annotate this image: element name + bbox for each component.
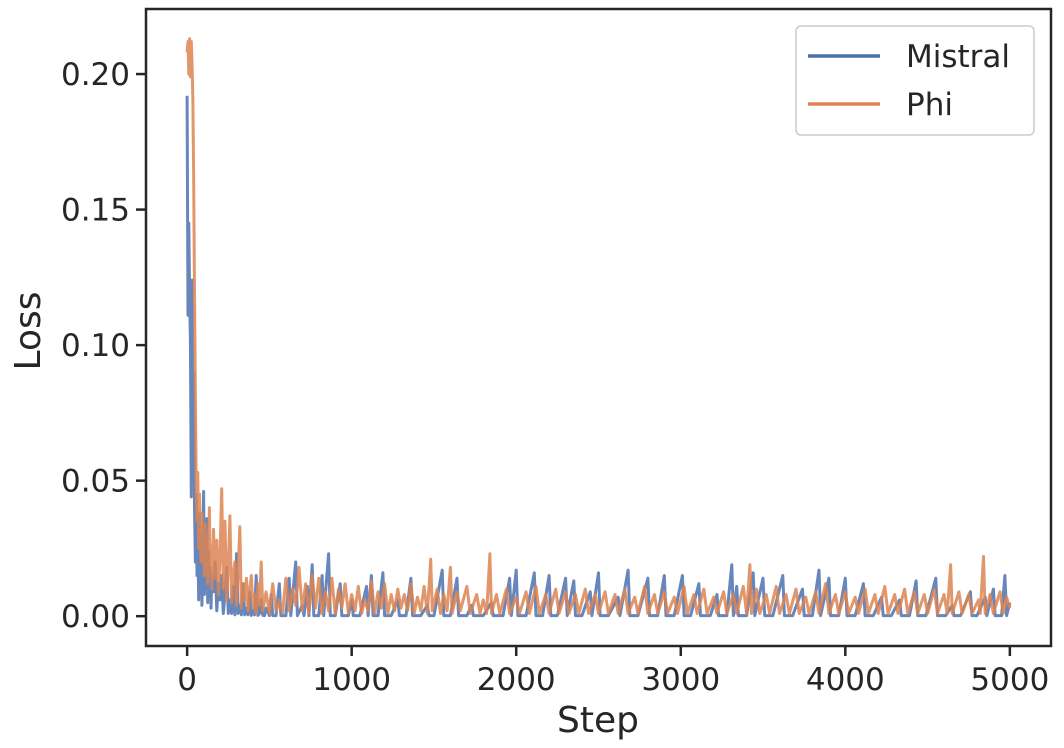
x-tick-label: 2000 bbox=[477, 662, 556, 698]
y-tick-label: 0.10 bbox=[61, 328, 130, 364]
legend: Mistral Phi bbox=[795, 25, 1035, 136]
x-axis-ticks: 0 1000 2000 3000 4000 5000 bbox=[177, 646, 1049, 698]
y-axis-title: Loss bbox=[8, 292, 49, 371]
legend-box bbox=[795, 25, 1035, 136]
x-tick-label: 5000 bbox=[970, 662, 1049, 698]
series-layer bbox=[185, 37, 1012, 618]
y-tick-label: 0.00 bbox=[61, 599, 130, 635]
axes-frame bbox=[144, 7, 1053, 648]
legend-label-mistral: Mistral bbox=[906, 39, 1010, 75]
x-axis-title: Step bbox=[557, 700, 639, 741]
x-tick-label: 4000 bbox=[806, 662, 885, 698]
legend-label-phi: Phi bbox=[906, 87, 953, 123]
y-tick-label: 0.15 bbox=[61, 193, 130, 229]
plot-area bbox=[144, 7, 1053, 648]
x-tick-label: 3000 bbox=[641, 662, 720, 698]
series-line-mistral bbox=[185, 95, 1012, 618]
x-tick-label: 0 bbox=[177, 662, 197, 698]
y-tick-label: 0.05 bbox=[61, 464, 130, 500]
series-line-phi bbox=[185, 37, 1012, 615]
y-tick-label: 0.20 bbox=[61, 57, 130, 93]
x-tick-label: 1000 bbox=[312, 662, 391, 698]
y-axis-ticks: 0.00 0.05 0.10 0.15 0.20 bbox=[61, 57, 146, 635]
